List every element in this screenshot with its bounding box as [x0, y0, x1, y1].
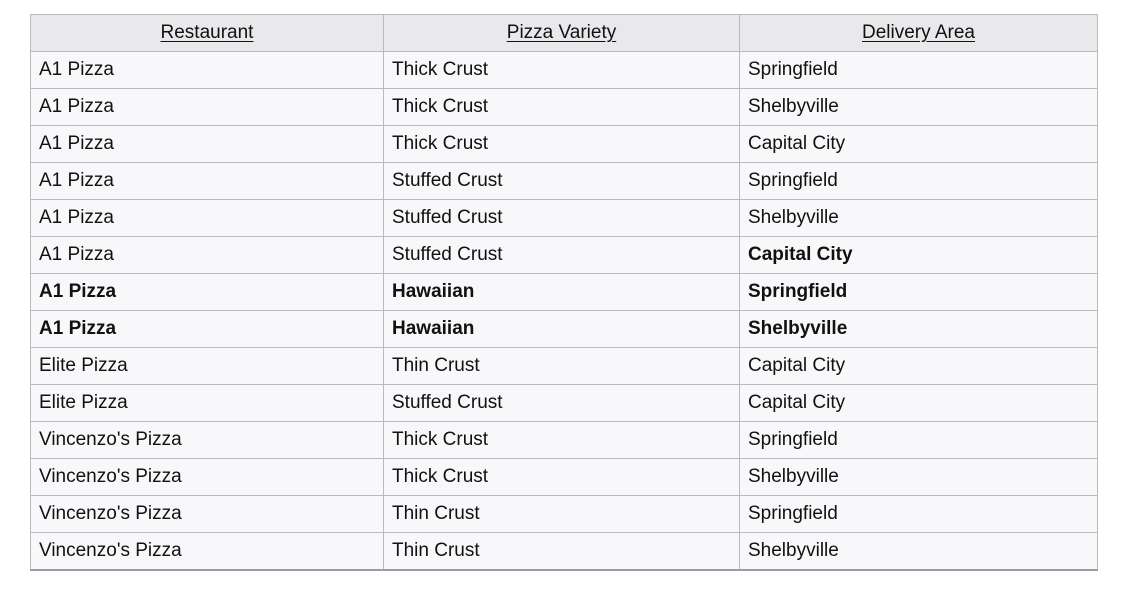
table-cell: Thick Crust: [383, 458, 740, 496]
table-cell: Hawaiian: [383, 310, 740, 348]
table-row: Vincenzo's Pizza Thick Crust Shelbyville: [30, 458, 1098, 496]
table-cell: Springfield: [739, 495, 1098, 533]
table-cell: Shelbyville: [739, 199, 1098, 237]
table-cell: Capital City: [739, 236, 1098, 274]
table-cell: Elite Pizza: [30, 347, 384, 385]
table-cell: Shelbyville: [739, 88, 1098, 126]
pizza-delivery-table: Restaurant Pizza Variety Delivery Area A…: [30, 14, 1098, 571]
table-row: Vincenzo's Pizza Thick Crust Springfield: [30, 421, 1098, 459]
table-cell: Vincenzo's Pizza: [30, 532, 384, 571]
table-cell: Stuffed Crust: [383, 236, 740, 274]
table-row: A1 Pizza Stuffed Crust Shelbyville: [30, 199, 1098, 237]
column-header-delivery-area-label: Delivery Area: [862, 22, 975, 43]
table-canvas: Restaurant Pizza Variety Delivery Area A…: [30, 14, 1098, 571]
table-cell: Thin Crust: [383, 532, 740, 571]
table-cell: Capital City: [739, 347, 1098, 385]
table-cell: Vincenzo's Pizza: [30, 421, 384, 459]
table-cell: A1 Pizza: [30, 199, 384, 237]
table-cell: A1 Pizza: [30, 162, 384, 200]
table-cell: Thick Crust: [383, 88, 740, 126]
table-cell: Springfield: [739, 162, 1098, 200]
table-row: Elite Pizza Thin Crust Capital City: [30, 347, 1098, 385]
table-cell: Thin Crust: [383, 495, 740, 533]
table-cell: Thick Crust: [383, 51, 740, 89]
table-row: A1 Pizza Hawaiian Springfield: [30, 273, 1098, 311]
table-cell: Shelbyville: [739, 532, 1098, 571]
table-cell: A1 Pizza: [30, 88, 384, 126]
table-cell: Vincenzo's Pizza: [30, 458, 384, 496]
table-row: A1 Pizza Thick Crust Shelbyville: [30, 88, 1098, 126]
header-row: Restaurant Pizza Variety Delivery Area: [30, 14, 1098, 52]
table-row: A1 Pizza Hawaiian Shelbyville: [30, 310, 1098, 348]
table-cell: A1 Pizza: [30, 125, 384, 163]
table-body: A1 Pizza Thick Crust Springfield A1 Pizza Th…: [30, 51, 1098, 571]
table-row: Vincenzo's Pizza Thin Crust Springfield: [30, 495, 1098, 533]
table-cell: Capital City: [739, 125, 1098, 163]
table-cell: A1 Pizza: [30, 310, 384, 348]
table-cell: Shelbyville: [739, 310, 1098, 348]
table-cell: Hawaiian: [383, 273, 740, 311]
column-header-delivery-area: Delivery Area: [739, 14, 1098, 52]
table-cell: Springfield: [739, 51, 1098, 89]
table-cell: Thin Crust: [383, 347, 740, 385]
table-row: A1 Pizza Thick Crust Springfield: [30, 51, 1098, 89]
table-row: Vincenzo's Pizza Thin Crust Shelbyville: [30, 532, 1098, 571]
table-cell: Shelbyville: [739, 458, 1098, 496]
table-row: A1 Pizza Stuffed Crust Springfield: [30, 162, 1098, 200]
table-row: A1 Pizza Stuffed Crust Capital City: [30, 236, 1098, 274]
table-cell: Thick Crust: [383, 421, 740, 459]
table-cell: Capital City: [739, 384, 1098, 422]
table-cell: Vincenzo's Pizza: [30, 495, 384, 533]
column-header-restaurant: Restaurant: [30, 14, 384, 52]
table-row: Elite Pizza Stuffed Crust Capital City: [30, 384, 1098, 422]
table-cell: Stuffed Crust: [383, 162, 740, 200]
table-cell: Thick Crust: [383, 125, 740, 163]
table-row: A1 Pizza Thick Crust Capital City: [30, 125, 1098, 163]
table-cell: Stuffed Crust: [383, 384, 740, 422]
table-cell: Springfield: [739, 273, 1098, 311]
table-cell: Springfield: [739, 421, 1098, 459]
table-cell: Elite Pizza: [30, 384, 384, 422]
table-cell: A1 Pizza: [30, 273, 384, 311]
table-cell: Stuffed Crust: [383, 199, 740, 237]
table-cell: A1 Pizza: [30, 51, 384, 89]
table-cell: A1 Pizza: [30, 236, 384, 274]
column-header-pizza-variety: Pizza Variety: [383, 14, 740, 52]
column-header-pizza-variety-label: Pizza Variety: [506, 22, 617, 43]
column-header-restaurant-label: Restaurant: [160, 22, 254, 43]
